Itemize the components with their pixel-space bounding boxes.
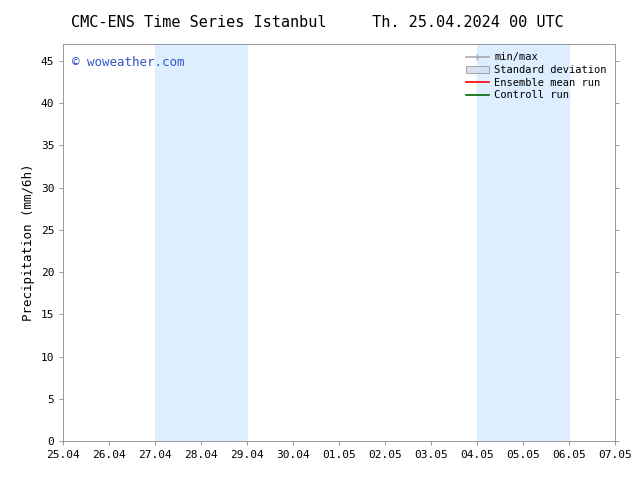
Text: © woweather.com: © woweather.com bbox=[72, 56, 184, 69]
Y-axis label: Precipitation (mm/6h): Precipitation (mm/6h) bbox=[22, 164, 36, 321]
Legend: min/max, Standard deviation, Ensemble mean run, Controll run: min/max, Standard deviation, Ensemble me… bbox=[463, 49, 610, 103]
Bar bbox=[155, 44, 247, 441]
Text: CMC-ENS Time Series Istanbul     Th. 25.04.2024 00 UTC: CMC-ENS Time Series Istanbul Th. 25.04.2… bbox=[70, 15, 564, 30]
Bar bbox=[477, 44, 569, 441]
